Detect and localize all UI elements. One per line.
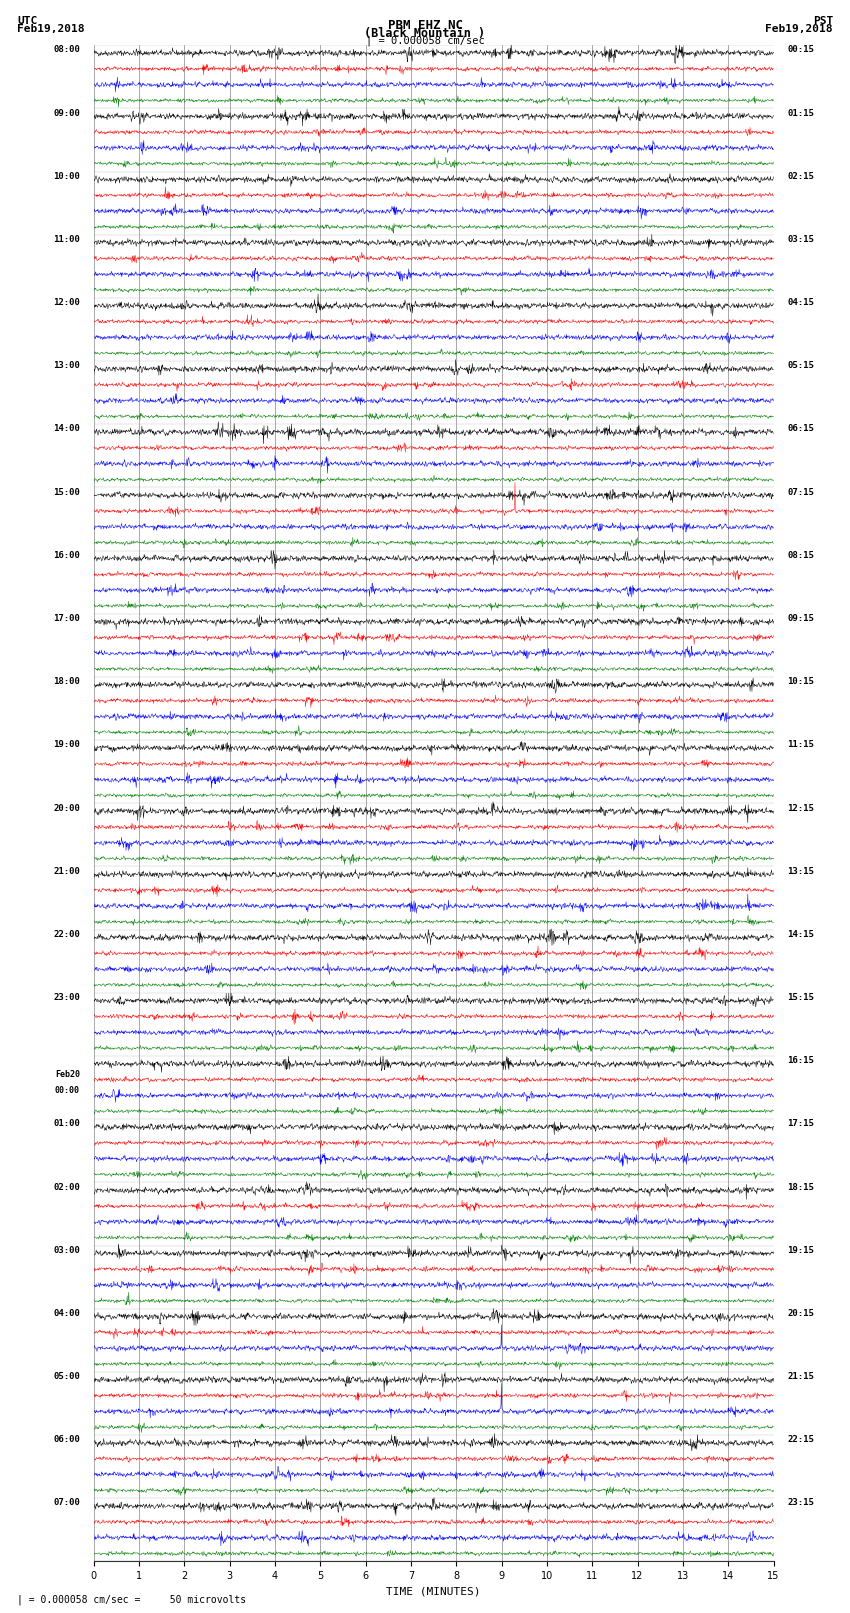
Text: 06:00: 06:00 — [53, 1436, 80, 1444]
Text: 02:00: 02:00 — [53, 1182, 80, 1192]
Text: 16:15: 16:15 — [787, 1057, 814, 1065]
Text: 22:15: 22:15 — [787, 1436, 814, 1444]
Text: 14:00: 14:00 — [53, 424, 80, 434]
Text: 11:00: 11:00 — [53, 235, 80, 244]
Text: 18:00: 18:00 — [53, 677, 80, 686]
Text: 09:15: 09:15 — [787, 615, 814, 623]
Text: 08:15: 08:15 — [787, 550, 814, 560]
Text: 00:00: 00:00 — [55, 1086, 80, 1095]
Text: 16:00: 16:00 — [53, 550, 80, 560]
X-axis label: TIME (MINUTES): TIME (MINUTES) — [386, 1587, 481, 1597]
Text: 21:00: 21:00 — [53, 866, 80, 876]
Text: 04:15: 04:15 — [787, 298, 814, 306]
Text: 20:00: 20:00 — [53, 803, 80, 813]
Text: | = 0.000058 cm/sec =     50 microvolts: | = 0.000058 cm/sec = 50 microvolts — [17, 1594, 246, 1605]
Text: Feb19,2018: Feb19,2018 — [766, 24, 833, 34]
Text: PST: PST — [813, 16, 833, 26]
Text: 23:00: 23:00 — [53, 994, 80, 1002]
Text: 07:00: 07:00 — [53, 1498, 80, 1508]
Text: 15:00: 15:00 — [53, 487, 80, 497]
Text: 15:15: 15:15 — [787, 994, 814, 1002]
Text: 22:00: 22:00 — [53, 929, 80, 939]
Text: 03:00: 03:00 — [53, 1245, 80, 1255]
Text: 07:15: 07:15 — [787, 487, 814, 497]
Text: 00:15: 00:15 — [787, 45, 814, 55]
Text: 18:15: 18:15 — [787, 1182, 814, 1192]
Text: 10:00: 10:00 — [53, 171, 80, 181]
Text: 19:15: 19:15 — [787, 1245, 814, 1255]
Text: 02:15: 02:15 — [787, 171, 814, 181]
Text: 12:00: 12:00 — [53, 298, 80, 306]
Text: UTC: UTC — [17, 16, 37, 26]
Text: (Black Mountain ): (Black Mountain ) — [365, 27, 485, 40]
Text: 20:15: 20:15 — [787, 1308, 814, 1318]
Text: 08:00: 08:00 — [53, 45, 80, 55]
Text: Feb19,2018: Feb19,2018 — [17, 24, 84, 34]
Text: 09:00: 09:00 — [53, 108, 80, 118]
Text: 01:00: 01:00 — [53, 1119, 80, 1129]
Text: 05:00: 05:00 — [53, 1373, 80, 1381]
Text: PBM EHZ NC: PBM EHZ NC — [388, 19, 462, 32]
Text: 19:00: 19:00 — [53, 740, 80, 750]
Text: 05:15: 05:15 — [787, 361, 814, 371]
Text: | = 0.000058 cm/sec: | = 0.000058 cm/sec — [366, 35, 484, 47]
Text: 14:15: 14:15 — [787, 929, 814, 939]
Text: 06:15: 06:15 — [787, 424, 814, 434]
Text: 12:15: 12:15 — [787, 803, 814, 813]
Text: 13:00: 13:00 — [53, 361, 80, 371]
Text: 11:15: 11:15 — [787, 740, 814, 750]
Text: 13:15: 13:15 — [787, 866, 814, 876]
Text: 21:15: 21:15 — [787, 1373, 814, 1381]
Text: 17:00: 17:00 — [53, 615, 80, 623]
Text: 03:15: 03:15 — [787, 235, 814, 244]
Text: 17:15: 17:15 — [787, 1119, 814, 1129]
Text: 23:15: 23:15 — [787, 1498, 814, 1508]
Text: 10:15: 10:15 — [787, 677, 814, 686]
Text: Feb20: Feb20 — [55, 1071, 80, 1079]
Text: 04:00: 04:00 — [53, 1308, 80, 1318]
Text: 01:15: 01:15 — [787, 108, 814, 118]
